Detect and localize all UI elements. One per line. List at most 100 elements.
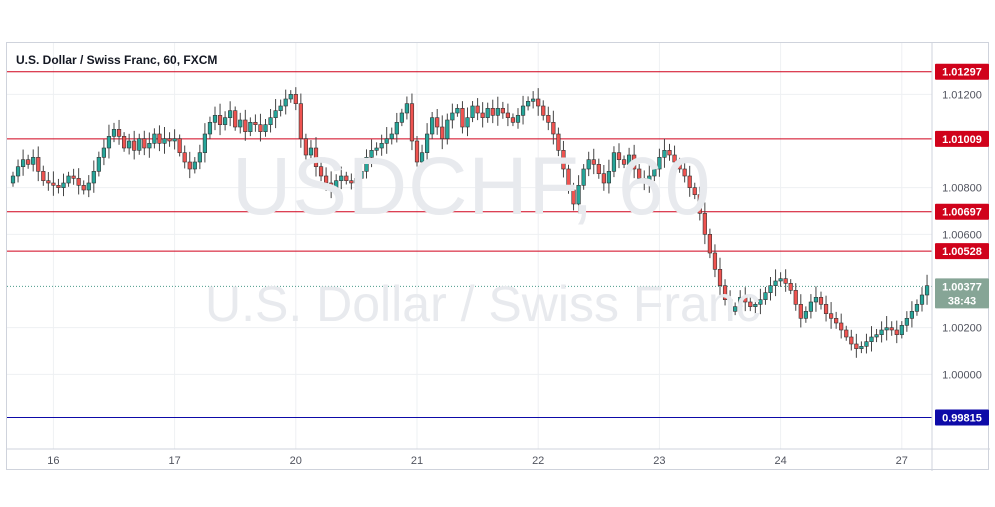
price-chart[interactable]: 1.01297 1.01009 1.00697 1.00528 0.99815 1.003…	[7, 43, 990, 471]
level-label-bg	[935, 409, 989, 426]
candle-body	[217, 115, 223, 125]
candle-body	[818, 297, 824, 305]
candle-body	[147, 143, 152, 149]
candle-body	[399, 112, 404, 123]
candle-body	[889, 327, 894, 331]
candle-body	[389, 133, 394, 139]
candle-body	[581, 168, 586, 186]
candle-body	[132, 140, 137, 151]
candle-body	[859, 346, 864, 349]
chart-frame[interactable]: 1.01297 1.01009 1.00697 1.00528 0.99815 1.003…	[6, 42, 990, 471]
candle-body	[566, 168, 571, 191]
candle-body	[707, 234, 712, 254]
candle-body	[475, 105, 480, 114]
candle-body	[384, 138, 389, 144]
candle-body	[86, 182, 91, 191]
x-tick-label: 16	[47, 455, 59, 467]
candle-body	[854, 343, 859, 349]
candle-body	[662, 150, 667, 158]
candle-body	[788, 283, 793, 291]
candle-body	[753, 304, 758, 307]
candle-body	[10, 175, 16, 184]
level-label: 0.99815	[942, 413, 982, 425]
candle-body	[606, 171, 611, 184]
candle-body	[424, 133, 430, 153]
candle-body	[652, 168, 657, 177]
candle-body	[773, 280, 778, 286]
candle-body	[541, 105, 546, 116]
candle-body	[26, 159, 31, 165]
candle-body	[768, 285, 773, 293]
candle-body	[712, 252, 718, 270]
y-tick-label: 1.00800	[942, 183, 982, 195]
current-price-label: 1.00377	[942, 281, 982, 293]
candle-body	[101, 147, 106, 158]
candle-body	[329, 182, 334, 188]
candle-body	[632, 154, 637, 170]
candle-body	[879, 329, 884, 335]
candle-body	[313, 147, 319, 167]
candle-body	[687, 175, 692, 188]
candle-body	[440, 126, 445, 139]
candle-body	[430, 117, 435, 135]
y-tick-label: 1.00000	[942, 369, 982, 381]
current-price-tag	[935, 278, 989, 309]
candle-body	[621, 159, 627, 165]
candle-body	[177, 138, 182, 153]
x-tick-label: 17	[168, 455, 180, 467]
candle-body	[894, 329, 899, 335]
candle-body	[253, 122, 258, 125]
candle-body	[697, 194, 702, 214]
candle-body	[551, 122, 556, 135]
candle-body	[238, 119, 243, 128]
candle-body	[435, 117, 440, 128]
candle-body	[233, 110, 238, 128]
candle-body	[137, 138, 142, 151]
candle-body	[354, 178, 359, 184]
candle-body	[828, 313, 834, 319]
countdown-label: 38:43	[948, 295, 976, 307]
candle-body	[465, 117, 470, 128]
candle-body	[914, 304, 920, 312]
candle-body	[692, 187, 697, 195]
candle-body	[36, 157, 41, 172]
candle-body	[531, 98, 536, 102]
candle-body	[21, 159, 26, 167]
candle-body	[66, 175, 71, 184]
candle-body	[576, 185, 581, 205]
candle-body	[116, 129, 122, 137]
candle-body	[571, 189, 576, 205]
candle-body	[15, 166, 21, 177]
candle-body	[722, 285, 728, 300]
x-tick-label: 22	[532, 455, 544, 467]
candle-body	[111, 129, 117, 137]
candle-body	[263, 124, 268, 132]
candle-body	[672, 154, 677, 163]
y-tick-label: 1.00200	[942, 323, 982, 335]
candle-body	[293, 94, 298, 104]
candle-body	[172, 138, 177, 142]
y-tick-label: 1.01200	[942, 89, 982, 101]
candle-body	[379, 143, 384, 149]
candle-body	[596, 164, 601, 174]
candle-body	[470, 105, 475, 118]
candle-body	[76, 178, 81, 186]
candle-body	[91, 171, 96, 184]
level-label-bg	[935, 243, 989, 260]
candle-body	[308, 147, 314, 156]
chart-legend: U.S. Dollar / Swiss Franc, 60, FXCM	[16, 53, 217, 67]
candle-body	[844, 329, 849, 338]
candle-body	[344, 175, 349, 181]
y-tick-label: 1.00600	[942, 229, 982, 241]
candle-body	[490, 108, 495, 116]
candle-body	[510, 117, 516, 123]
candle-body	[268, 117, 273, 125]
candle-body	[298, 103, 303, 139]
candle-body	[278, 105, 283, 111]
candle-body	[81, 185, 86, 191]
candle-body	[207, 122, 213, 135]
candle-body	[419, 152, 425, 163]
candle-body	[374, 147, 379, 151]
candle-body	[727, 299, 733, 312]
candle-body	[323, 175, 329, 184]
